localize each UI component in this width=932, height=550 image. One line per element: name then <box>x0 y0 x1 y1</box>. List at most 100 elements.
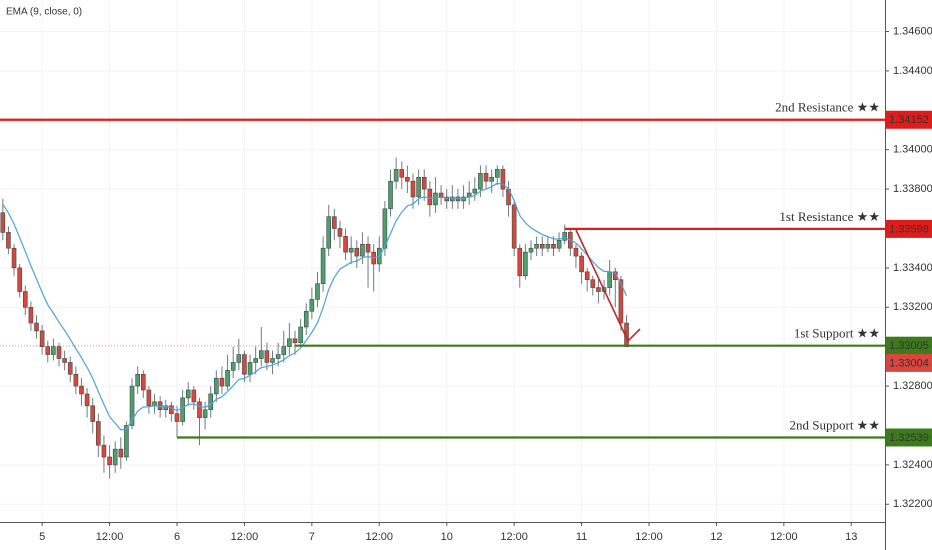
x-tick-label: 12:00 <box>366 531 394 543</box>
candle-body <box>124 425 129 458</box>
candle-body <box>258 350 264 359</box>
candle-body <box>523 251 528 277</box>
candle-body <box>96 421 101 446</box>
x-tick-label: 12 <box>710 531 722 543</box>
candle-body <box>28 306 34 324</box>
drawn-arrow <box>575 229 641 343</box>
candle-body <box>607 271 612 288</box>
y-tick-label: 1.33400 <box>893 262 932 274</box>
level-badge <box>886 110 932 129</box>
candle-body <box>169 405 174 414</box>
candle-body <box>236 354 242 363</box>
candle-body <box>287 338 292 347</box>
candle-body <box>51 346 56 355</box>
candle-body <box>433 192 438 206</box>
candle-body <box>421 176 427 190</box>
candle-body <box>191 389 197 403</box>
y-tick-label: 1.34400 <box>893 65 932 77</box>
candle-body <box>292 338 298 344</box>
axis-layer: 1.34600 1.34400 1.34000 1.33800 1.33400 1.332… <box>39 25 932 543</box>
candle-body <box>539 243 545 249</box>
candle-body <box>410 180 416 198</box>
candle-body <box>90 405 96 422</box>
candle-body <box>461 196 466 202</box>
candle-body <box>343 236 348 253</box>
candle-body <box>332 216 337 229</box>
candle-body <box>135 373 140 387</box>
candle-body <box>84 393 90 407</box>
candle-body <box>163 405 169 411</box>
candle-body <box>545 243 551 249</box>
level-value: 1.32539 <box>889 432 929 444</box>
y-tick-label: 1.32200 <box>893 498 932 510</box>
candle-body <box>34 322 39 332</box>
candle-body <box>483 173 489 182</box>
candle-body <box>618 279 624 324</box>
candle-body <box>79 385 84 395</box>
candle-body <box>0 212 6 233</box>
candle-body <box>320 247 326 284</box>
y-tick-label: 1.34000 <box>893 144 932 156</box>
candle-body <box>315 283 320 300</box>
candle-body <box>573 247 579 257</box>
level-badge <box>886 428 932 447</box>
candle-body <box>225 370 230 387</box>
level-label: 2nd Support ★★ <box>790 417 880 432</box>
candle-body <box>146 389 152 407</box>
candle-body <box>393 169 399 182</box>
candle-body <box>579 255 584 273</box>
arrow-shaft <box>575 229 629 342</box>
candle-body <box>326 216 332 249</box>
candle-body <box>157 401 163 411</box>
candle-body <box>174 413 180 422</box>
x-tick-label: 11 <box>576 531 587 543</box>
candle-body <box>101 444 107 458</box>
candle-body <box>562 232 568 241</box>
candle-body <box>247 362 253 375</box>
candle-body <box>517 247 523 277</box>
ema-line <box>2 182 628 431</box>
candle-body <box>450 196 455 202</box>
candle-body <box>405 176 410 182</box>
candle-body <box>281 346 287 355</box>
candle-body <box>596 287 601 292</box>
y-tick-label: 1.33800 <box>893 183 932 195</box>
level-label: 1st Resistance ★★ <box>779 209 880 224</box>
x-tick-label: 12:00 <box>500 531 528 543</box>
level-badge <box>886 219 932 238</box>
candle-body <box>590 279 596 288</box>
candle-body <box>230 362 236 371</box>
candle-body <box>129 385 135 426</box>
level-badge <box>886 336 932 355</box>
indicator-label: EMA (9, close, 0) <box>6 7 82 18</box>
candle-body <box>388 180 393 210</box>
candle-body <box>73 373 79 387</box>
candle-body <box>478 173 483 190</box>
candle-body <box>45 346 51 355</box>
candle-body <box>472 188 478 194</box>
candle-body <box>253 358 258 363</box>
candle-body <box>494 169 500 178</box>
x-tick-label: 12:00 <box>231 531 259 543</box>
candle-body <box>416 176 421 198</box>
candle-body <box>354 247 360 257</box>
candle-body <box>17 267 22 292</box>
candle-body <box>219 377 225 387</box>
x-tick-label: 5 <box>39 531 45 543</box>
candle-body <box>303 310 309 328</box>
candle-body <box>337 228 343 237</box>
candle-body <box>39 330 45 347</box>
candle-body <box>62 358 67 363</box>
candle-body <box>365 243 371 253</box>
candle-body <box>551 243 556 249</box>
candle-body <box>348 247 354 253</box>
candle-body <box>185 389 191 399</box>
y-tick-label: 1.33200 <box>893 301 932 313</box>
candle-body <box>444 196 450 202</box>
last-price-value: 1.33004 <box>889 357 929 369</box>
candle-body <box>140 373 146 391</box>
plot-layer: 2nd Resistance ★★ 1st Resistance ★★ 1st Su… <box>0 100 885 479</box>
x-tick-label: 6 <box>174 531 180 543</box>
